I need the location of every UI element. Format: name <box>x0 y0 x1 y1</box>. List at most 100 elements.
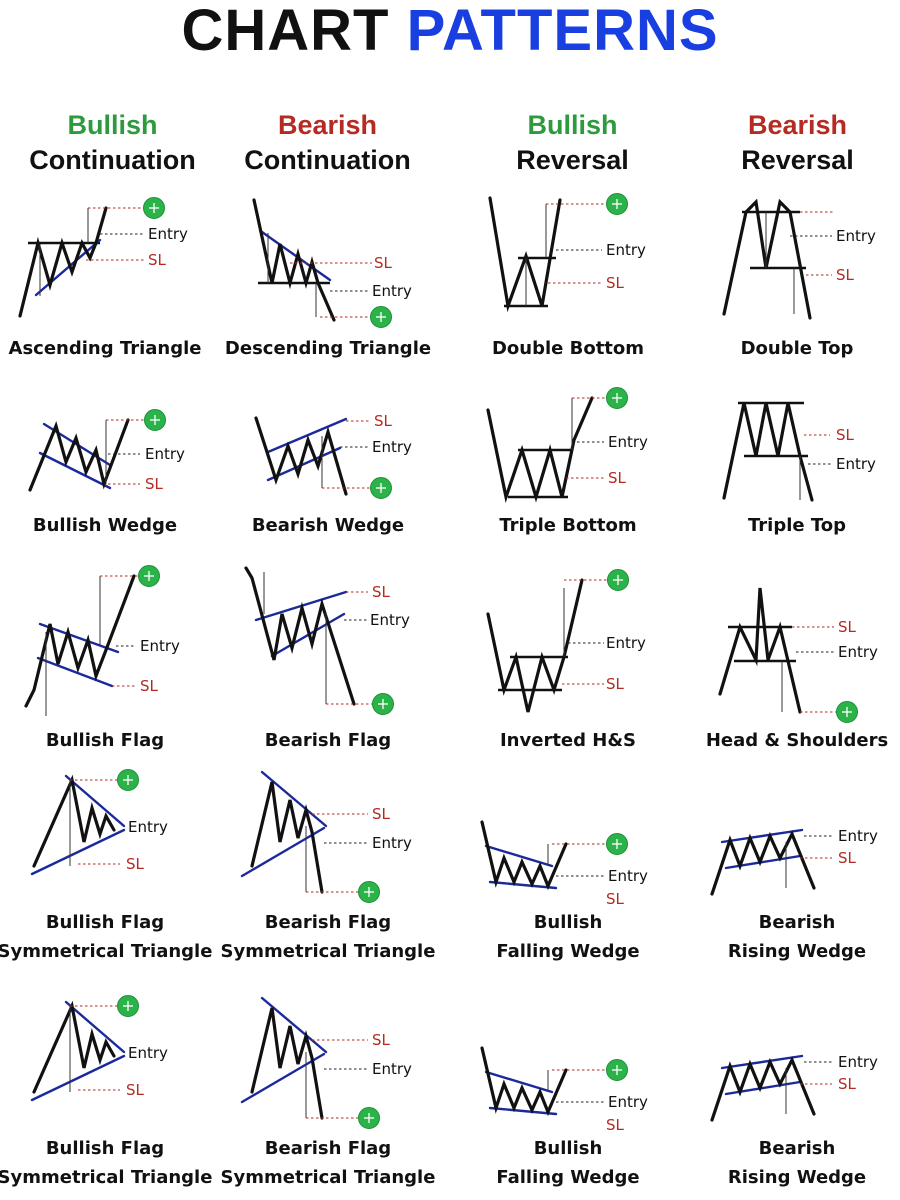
pattern-ascending-triangle: Entry SL Ascending Triangle <box>9 197 201 359</box>
pattern-bearish-flag: SL Entry Bearish Flag <box>244 566 410 751</box>
trendline <box>720 1054 804 1070</box>
entry-label: Entry <box>838 643 878 661</box>
price-path <box>24 574 136 708</box>
column-sub: Reversal <box>516 145 629 175</box>
column-sub: Continuation <box>244 145 411 175</box>
entry-label: Entry <box>372 834 412 852</box>
column-sub: Reversal <box>741 145 854 175</box>
pattern-shape: SL Entry <box>240 996 412 1129</box>
pattern-name: Bearish <box>759 1138 836 1159</box>
trendline <box>260 996 328 1054</box>
pattern-triple-bottom: Entry SL Triple Bottom <box>486 387 648 536</box>
price-path <box>722 402 814 502</box>
pattern-bearish-rising-wedge-2: Entry SL Bearish Rising Wedge <box>710 1053 878 1188</box>
price-path <box>486 396 594 504</box>
pattern-name: Head & Shoulders <box>706 730 888 751</box>
target-icon <box>358 1107 380 1129</box>
pattern-head-shoulders: SL Entry Head & Shoulders <box>706 587 888 751</box>
trendline <box>64 1000 126 1054</box>
pattern-name: Bearish Flag <box>265 1138 391 1159</box>
pattern-name: Bearish Wedge <box>252 515 404 536</box>
entry-label: Entry <box>608 1093 648 1111</box>
entry-label: Entry <box>128 1044 168 1062</box>
price-path <box>252 198 336 322</box>
pattern-bullish-flag: Entry SL Bullish Flag <box>24 565 180 751</box>
entry-label: Entry <box>838 827 878 845</box>
trendline <box>240 1052 326 1104</box>
sl-label: SL <box>374 412 393 430</box>
pattern-name: Symmetrical Triangle <box>0 941 212 962</box>
column-header-bullish-reversal: Bullish Reversal <box>460 108 685 178</box>
target-icon <box>372 693 394 715</box>
price-path <box>722 198 812 320</box>
sl-label: SL <box>372 1031 391 1049</box>
trendline <box>30 1054 126 1102</box>
trendline <box>720 828 804 844</box>
sl-label: SL <box>145 475 164 493</box>
target-icon <box>117 769 139 791</box>
trendline <box>30 828 126 876</box>
pattern-name: Inverted H&S <box>500 730 636 751</box>
pattern-triple-top: SL Entry Triple Top <box>722 401 876 536</box>
target-icon <box>606 387 628 409</box>
trendline <box>488 1106 558 1116</box>
sl-label: SL <box>836 266 855 284</box>
trendline <box>240 826 326 878</box>
trendline <box>64 774 126 828</box>
pattern-name: Bullish Flag <box>46 912 164 933</box>
entry-label: Entry <box>608 867 648 885</box>
target-icon <box>144 409 166 431</box>
sl-label: SL <box>606 675 625 693</box>
pattern-shape: Entry SL <box>30 995 168 1102</box>
sl-label: SL <box>606 1116 625 1134</box>
target-icon <box>143 197 165 219</box>
pattern-name: Bullish <box>534 912 603 933</box>
column-kind: Bearish <box>747 110 848 140</box>
pattern-name: Triple Top <box>748 515 846 536</box>
entry-label: Entry <box>372 1060 412 1078</box>
pattern-bearish-wedge: SL Entry Bearish Wedge <box>252 412 412 536</box>
price-path <box>254 416 348 496</box>
target-icon <box>606 193 628 215</box>
entry-label: Entry <box>148 225 188 243</box>
pattern-inverted-hs: Entry SL Inverted H&S <box>486 569 646 751</box>
target-icon <box>358 881 380 903</box>
pattern-bearish-flag-sym-1: SL Entry Bearish Flag Symmetrical Triangle <box>221 770 435 962</box>
entry-label: Entry <box>606 241 646 259</box>
sl-label: SL <box>606 274 625 292</box>
sl-label: SL <box>606 890 625 908</box>
price-path <box>480 820 568 891</box>
sl-label: SL <box>140 677 159 695</box>
price-path <box>718 587 802 714</box>
pattern-name: Double Top <box>741 338 854 359</box>
pattern-name: Bullish Flag <box>46 730 164 751</box>
column-kind: Bullish <box>67 110 158 140</box>
pattern-name: Bullish <box>534 1138 603 1159</box>
pattern-name: Symmetrical Triangle <box>0 1167 212 1188</box>
price-path <box>710 830 816 896</box>
trendline <box>38 451 112 490</box>
pattern-name: Bullish Flag <box>46 1138 164 1159</box>
pattern-name: Bearish <box>759 912 836 933</box>
trendline <box>38 622 120 654</box>
sl-label: SL <box>126 1081 145 1099</box>
price-path <box>250 1007 324 1120</box>
sl-label: SL <box>372 805 391 823</box>
sl-label: SL <box>126 855 145 873</box>
target-icon <box>370 477 392 499</box>
sl-label: SL <box>148 251 167 269</box>
trendline <box>488 880 558 890</box>
target-icon <box>836 701 858 723</box>
entry-label: Entry <box>140 637 180 655</box>
pattern-bearish-flag-sym-2: SL Entry Bearish Flag Symmetrical Triangle <box>221 996 435 1188</box>
target-icon <box>138 565 160 587</box>
entry-label: Entry <box>370 611 410 629</box>
trendline <box>36 656 114 688</box>
entry-label: Entry <box>838 1053 878 1071</box>
entry-label: Entry <box>145 445 185 463</box>
column-header-bearish-continuation: Bearish Continuation <box>215 108 440 178</box>
pattern-name: Bearish Flag <box>265 912 391 933</box>
price-path <box>710 1056 816 1122</box>
